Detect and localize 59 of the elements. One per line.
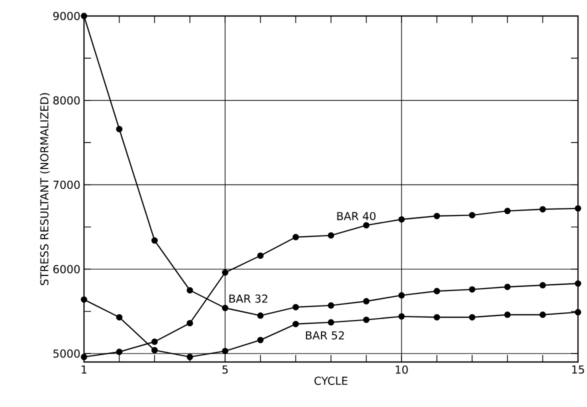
point xyxy=(80,296,88,303)
point xyxy=(186,320,194,326)
y-tick-label: 9000 xyxy=(53,12,80,20)
series-label: BAR 40 xyxy=(337,212,376,220)
point xyxy=(257,252,264,259)
y-tick-label: 8000 xyxy=(53,96,80,105)
point xyxy=(398,292,405,299)
point xyxy=(504,284,511,290)
point xyxy=(257,312,264,319)
point xyxy=(328,302,334,309)
point xyxy=(151,338,158,345)
point xyxy=(363,298,370,304)
point xyxy=(116,314,122,320)
point xyxy=(540,312,546,318)
x-tick-label: 5 xyxy=(222,366,228,374)
point xyxy=(222,304,228,312)
point xyxy=(434,212,440,220)
point xyxy=(540,206,546,212)
point xyxy=(398,216,405,223)
point xyxy=(398,313,405,320)
y-tick-label: 5000 xyxy=(53,349,80,358)
point xyxy=(574,280,582,287)
point xyxy=(504,208,511,214)
point xyxy=(292,304,299,310)
series-label: BAR 52 xyxy=(306,331,344,340)
point xyxy=(292,234,299,240)
x-tick-label: 10 xyxy=(396,366,408,374)
x-tick-label: 1 xyxy=(82,366,86,374)
point xyxy=(80,12,88,20)
point xyxy=(222,269,228,276)
point xyxy=(116,126,122,132)
point xyxy=(363,316,370,323)
point xyxy=(328,319,334,326)
point xyxy=(574,309,582,316)
point xyxy=(328,232,334,239)
y-axis-title: STRESS RESULTANT (NORMALIZED) xyxy=(40,93,50,286)
point xyxy=(468,314,476,320)
y-tick-label: 7000 xyxy=(53,180,80,189)
series-label: BAR 32 xyxy=(229,294,268,303)
point xyxy=(116,348,122,356)
point xyxy=(257,336,264,344)
point xyxy=(292,320,299,328)
point xyxy=(186,287,194,294)
x-axis-title: CYCLE xyxy=(314,376,348,385)
point xyxy=(80,354,88,360)
point xyxy=(222,348,228,354)
point xyxy=(434,314,440,320)
y-tick-label: 6000 xyxy=(53,265,80,274)
point xyxy=(434,288,440,294)
point xyxy=(574,205,582,212)
point xyxy=(540,282,546,288)
point xyxy=(151,237,158,244)
point xyxy=(468,286,476,293)
point xyxy=(504,312,511,318)
point xyxy=(151,346,158,354)
point xyxy=(186,354,194,360)
point xyxy=(468,212,476,218)
x-tick-label: 15 xyxy=(572,366,584,374)
point xyxy=(363,222,370,228)
